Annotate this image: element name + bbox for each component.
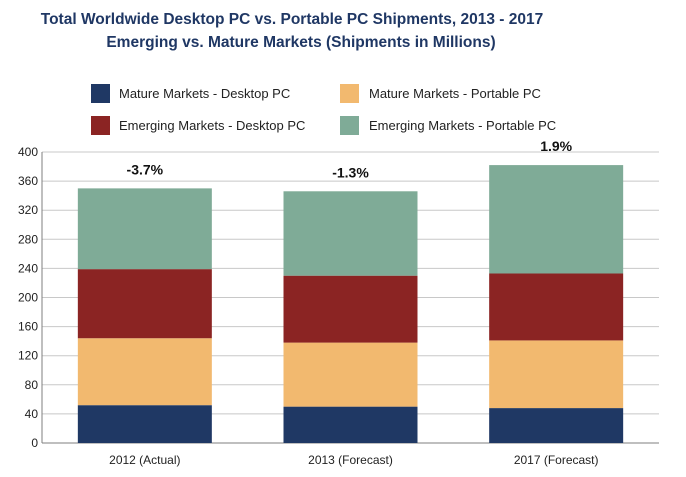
legend-item: Mature Markets - Portable PC: [340, 84, 541, 103]
bar-segment: [489, 408, 624, 443]
change-annotation: 1.9%: [540, 138, 572, 154]
y-tick-label: 40: [25, 407, 39, 421]
legend: Mature Markets - Desktop PC Mature Marke…: [91, 84, 556, 135]
y-tick-label: 400: [18, 145, 38, 159]
bar-segment: [77, 188, 212, 270]
legend-label: Emerging Markets - Portable PC: [369, 118, 556, 133]
y-tick-label: 240: [18, 261, 38, 275]
legend-swatch: [91, 84, 110, 103]
legend-swatch: [91, 116, 110, 135]
chart-subtitle: Emerging vs. Mature Markets (Shipments i…: [106, 34, 495, 51]
legend-label: Mature Markets - Portable PC: [369, 86, 541, 101]
legend-swatch: [340, 116, 359, 135]
bar-segment: [283, 406, 418, 443]
y-tick-label: 280: [18, 232, 38, 246]
y-tick-label: 320: [18, 203, 38, 217]
chart-title: Total Worldwide Desktop PC vs. Portable …: [41, 11, 543, 28]
bar-segment: [489, 273, 624, 341]
y-tick-label: 160: [18, 320, 38, 334]
bar-segment: [283, 275, 418, 343]
change-annotation: -1.3%: [332, 164, 369, 180]
legend-label: Emerging Markets - Desktop PC: [119, 118, 305, 133]
y-tick-label: 360: [18, 174, 38, 188]
bar-segment: [489, 340, 624, 409]
plot-area: 0 40 80 120 160 200 240 280 320 360 400 2012 (Actua…: [18, 138, 659, 467]
change-annotation: -3.7%: [127, 161, 164, 177]
bar-segment: [77, 405, 212, 443]
legend-item: Emerging Markets - Portable PC: [340, 116, 556, 135]
bar-segment: [77, 269, 212, 339]
legend-swatch: [340, 84, 359, 103]
y-tick-label: 0: [31, 436, 38, 450]
legend-item: Emerging Markets - Desktop PC: [91, 116, 305, 135]
bar-segment: [77, 338, 212, 406]
x-tick-label: 2012 (Actual): [109, 453, 180, 467]
y-tick-label: 120: [18, 349, 38, 363]
y-tick-label: 200: [18, 291, 38, 305]
x-tick-label: 2017 (Forecast): [514, 453, 599, 467]
bar-segment: [283, 342, 418, 407]
legend-item: Mature Markets - Desktop PC: [91, 84, 290, 103]
x-tick-label: 2013 (Forecast): [308, 453, 393, 467]
bar-segment: [283, 191, 418, 276]
bar-segment: [489, 165, 624, 274]
legend-label: Mature Markets - Desktop PC: [119, 86, 290, 101]
y-tick-label: 80: [25, 378, 39, 392]
